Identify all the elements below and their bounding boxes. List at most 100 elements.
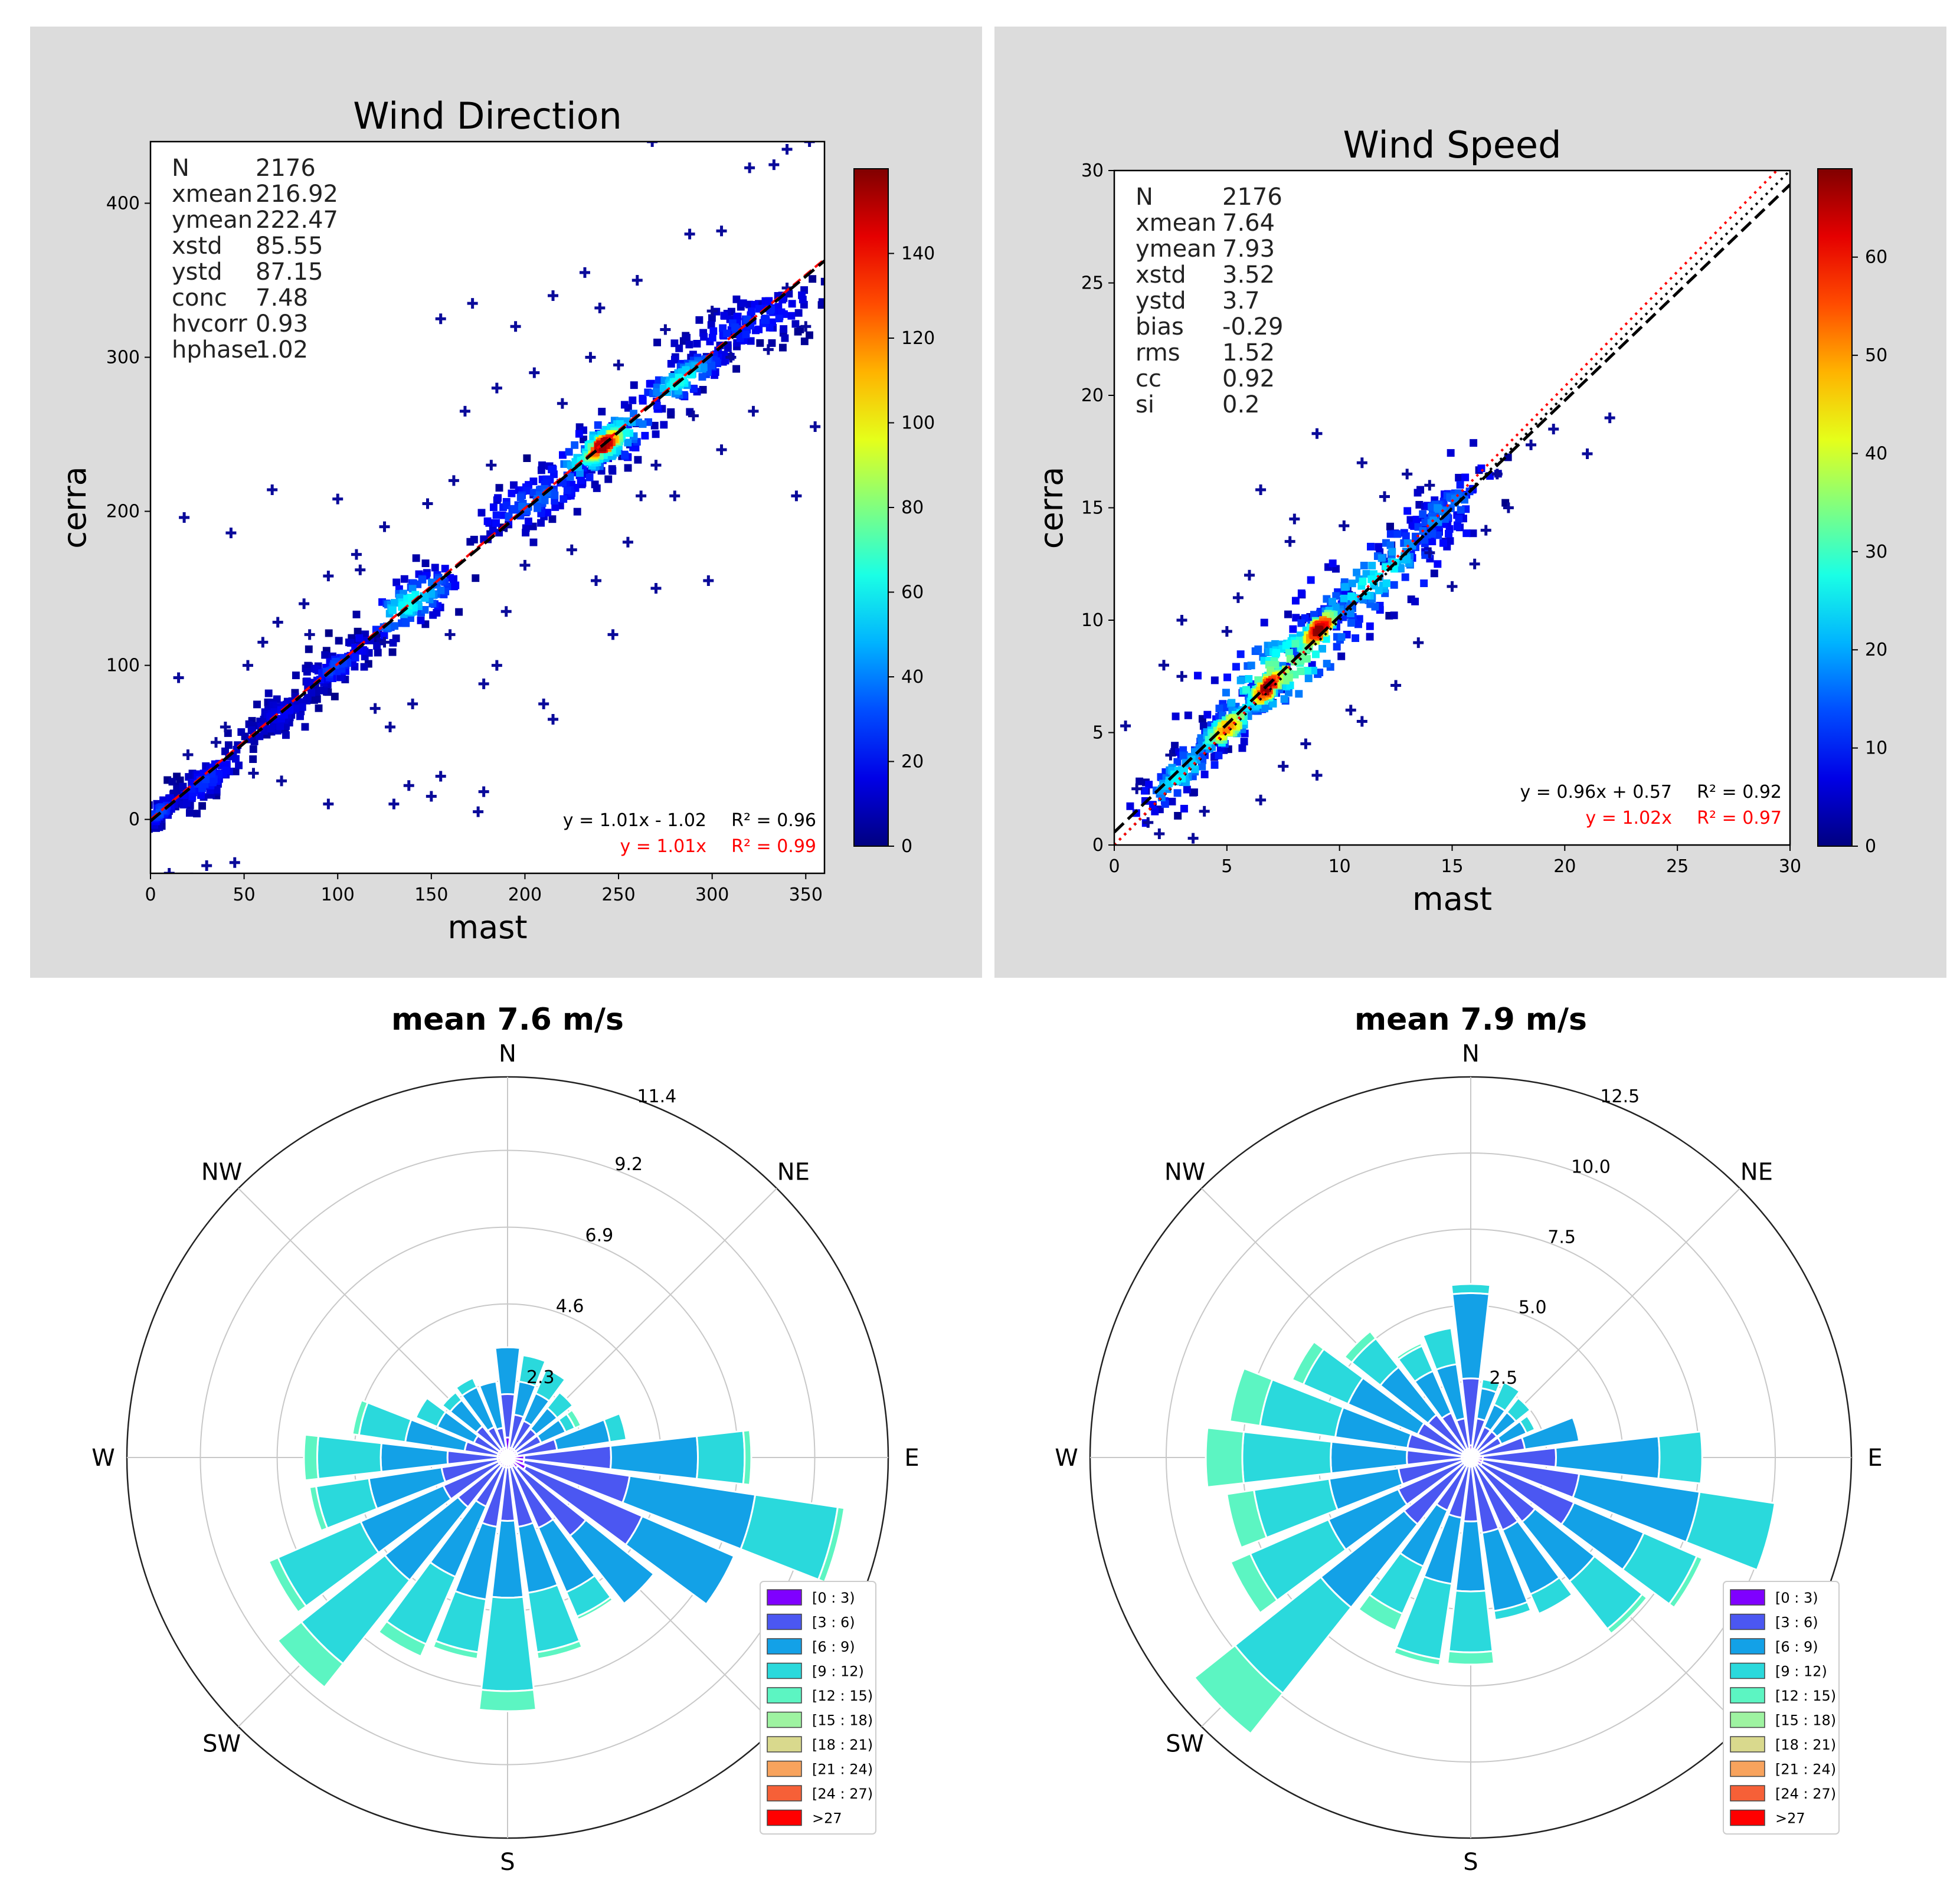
outlier-point [763, 344, 774, 355]
density-point [483, 517, 492, 525]
density-point [492, 511, 500, 519]
outlier-point [163, 868, 175, 873]
rose-bar-segment [351, 1398, 369, 1436]
colorbar-tick-label: 80 [901, 497, 924, 518]
rose-bar-segment [1493, 1600, 1532, 1622]
rose-direction-label: W [91, 1445, 115, 1472]
density-point [629, 396, 637, 404]
density-point [1386, 522, 1394, 530]
outlier-point [1356, 716, 1367, 727]
density-point [331, 692, 339, 700]
density-point [559, 495, 568, 503]
density-point [1337, 633, 1346, 641]
legend-label: >27 [1775, 1810, 1805, 1827]
density-point [1419, 510, 1427, 518]
outlier-point [1604, 412, 1615, 424]
rose-bar-segment [1357, 1593, 1404, 1632]
x-tick-label: 30 [1779, 856, 1801, 877]
outlier-point [448, 475, 459, 486]
density-point [780, 325, 788, 333]
density-point [1352, 634, 1360, 642]
density-point [455, 608, 463, 616]
density-point [1434, 560, 1442, 568]
density-point [1360, 561, 1368, 569]
outlier-point [548, 713, 559, 725]
density-point [1260, 618, 1268, 627]
density-point [700, 333, 708, 341]
density-point [1179, 752, 1187, 760]
density-point [336, 673, 344, 682]
density-point [313, 695, 321, 703]
density-point [544, 509, 552, 517]
stat-value: 216.92 [256, 181, 338, 208]
density-point [1428, 530, 1437, 538]
density-point [360, 663, 368, 671]
density-point [660, 421, 668, 429]
outlier-point [768, 159, 780, 171]
colorbar-tick-label: 40 [901, 667, 924, 687]
density-point [794, 309, 803, 317]
y-axis-label: cerra [1033, 467, 1070, 549]
outlier-point [1176, 671, 1187, 682]
rose-ring-label: 7.5 [1547, 1227, 1576, 1247]
x-tick-label: 300 [695, 885, 729, 905]
legend-swatch [767, 1809, 802, 1826]
density-point [522, 524, 530, 532]
outlier-point [1165, 749, 1176, 761]
outlier-point [1300, 738, 1311, 749]
density-point [624, 464, 632, 472]
rose-bar-segment [377, 1620, 428, 1658]
density-point [1470, 439, 1478, 447]
density-point [237, 728, 246, 736]
density-point [1285, 648, 1293, 657]
density-point [247, 726, 256, 734]
regression-line [150, 260, 824, 823]
density-point [594, 421, 602, 429]
outlier-point [538, 698, 549, 709]
density-point [373, 642, 381, 650]
outlier-point [444, 629, 456, 640]
density-point [388, 648, 397, 656]
density-point [420, 592, 428, 600]
density-point [408, 585, 417, 593]
density-point [551, 503, 559, 511]
density-point [800, 337, 809, 345]
density-point [1337, 652, 1346, 660]
density-point [1333, 643, 1341, 651]
density-point [492, 519, 500, 527]
rose-bar-segment [1520, 1416, 1581, 1450]
density-point [809, 275, 817, 283]
outlier-point [182, 749, 194, 760]
legend-swatch [1730, 1613, 1765, 1630]
rose-bar-segment [1493, 1381, 1521, 1413]
outlier-point [299, 598, 310, 610]
density-point [303, 677, 311, 686]
outlier-point [201, 860, 212, 871]
outlier-point [748, 405, 759, 417]
outlier-point [276, 775, 287, 787]
legend-label: [12 : 15) [1775, 1688, 1836, 1704]
density-point [732, 295, 741, 303]
density-point [571, 441, 579, 449]
density-point [1284, 689, 1293, 697]
density-point [1254, 645, 1262, 653]
y-tick-label: 30 [1081, 161, 1104, 181]
outlier-point [650, 583, 662, 594]
density-point [650, 421, 659, 430]
density-point [1151, 807, 1159, 815]
density-point [683, 333, 691, 342]
outlier-point [1402, 469, 1413, 480]
stat-label: N [1136, 184, 1153, 211]
rose-bar-segment [695, 1430, 746, 1485]
rose-direction-label: NW [1164, 1159, 1205, 1186]
legend-label: [24 : 27) [812, 1786, 873, 1802]
density-point [653, 338, 662, 346]
stat-value: 2176 [1222, 184, 1282, 211]
y-tick-label: 100 [106, 656, 140, 676]
outlier-point [566, 544, 577, 555]
density-point [781, 334, 789, 342]
outlier-point [636, 490, 647, 502]
outlier-point [725, 352, 737, 363]
outlier-point [1120, 720, 1131, 732]
density-point [1284, 610, 1292, 618]
